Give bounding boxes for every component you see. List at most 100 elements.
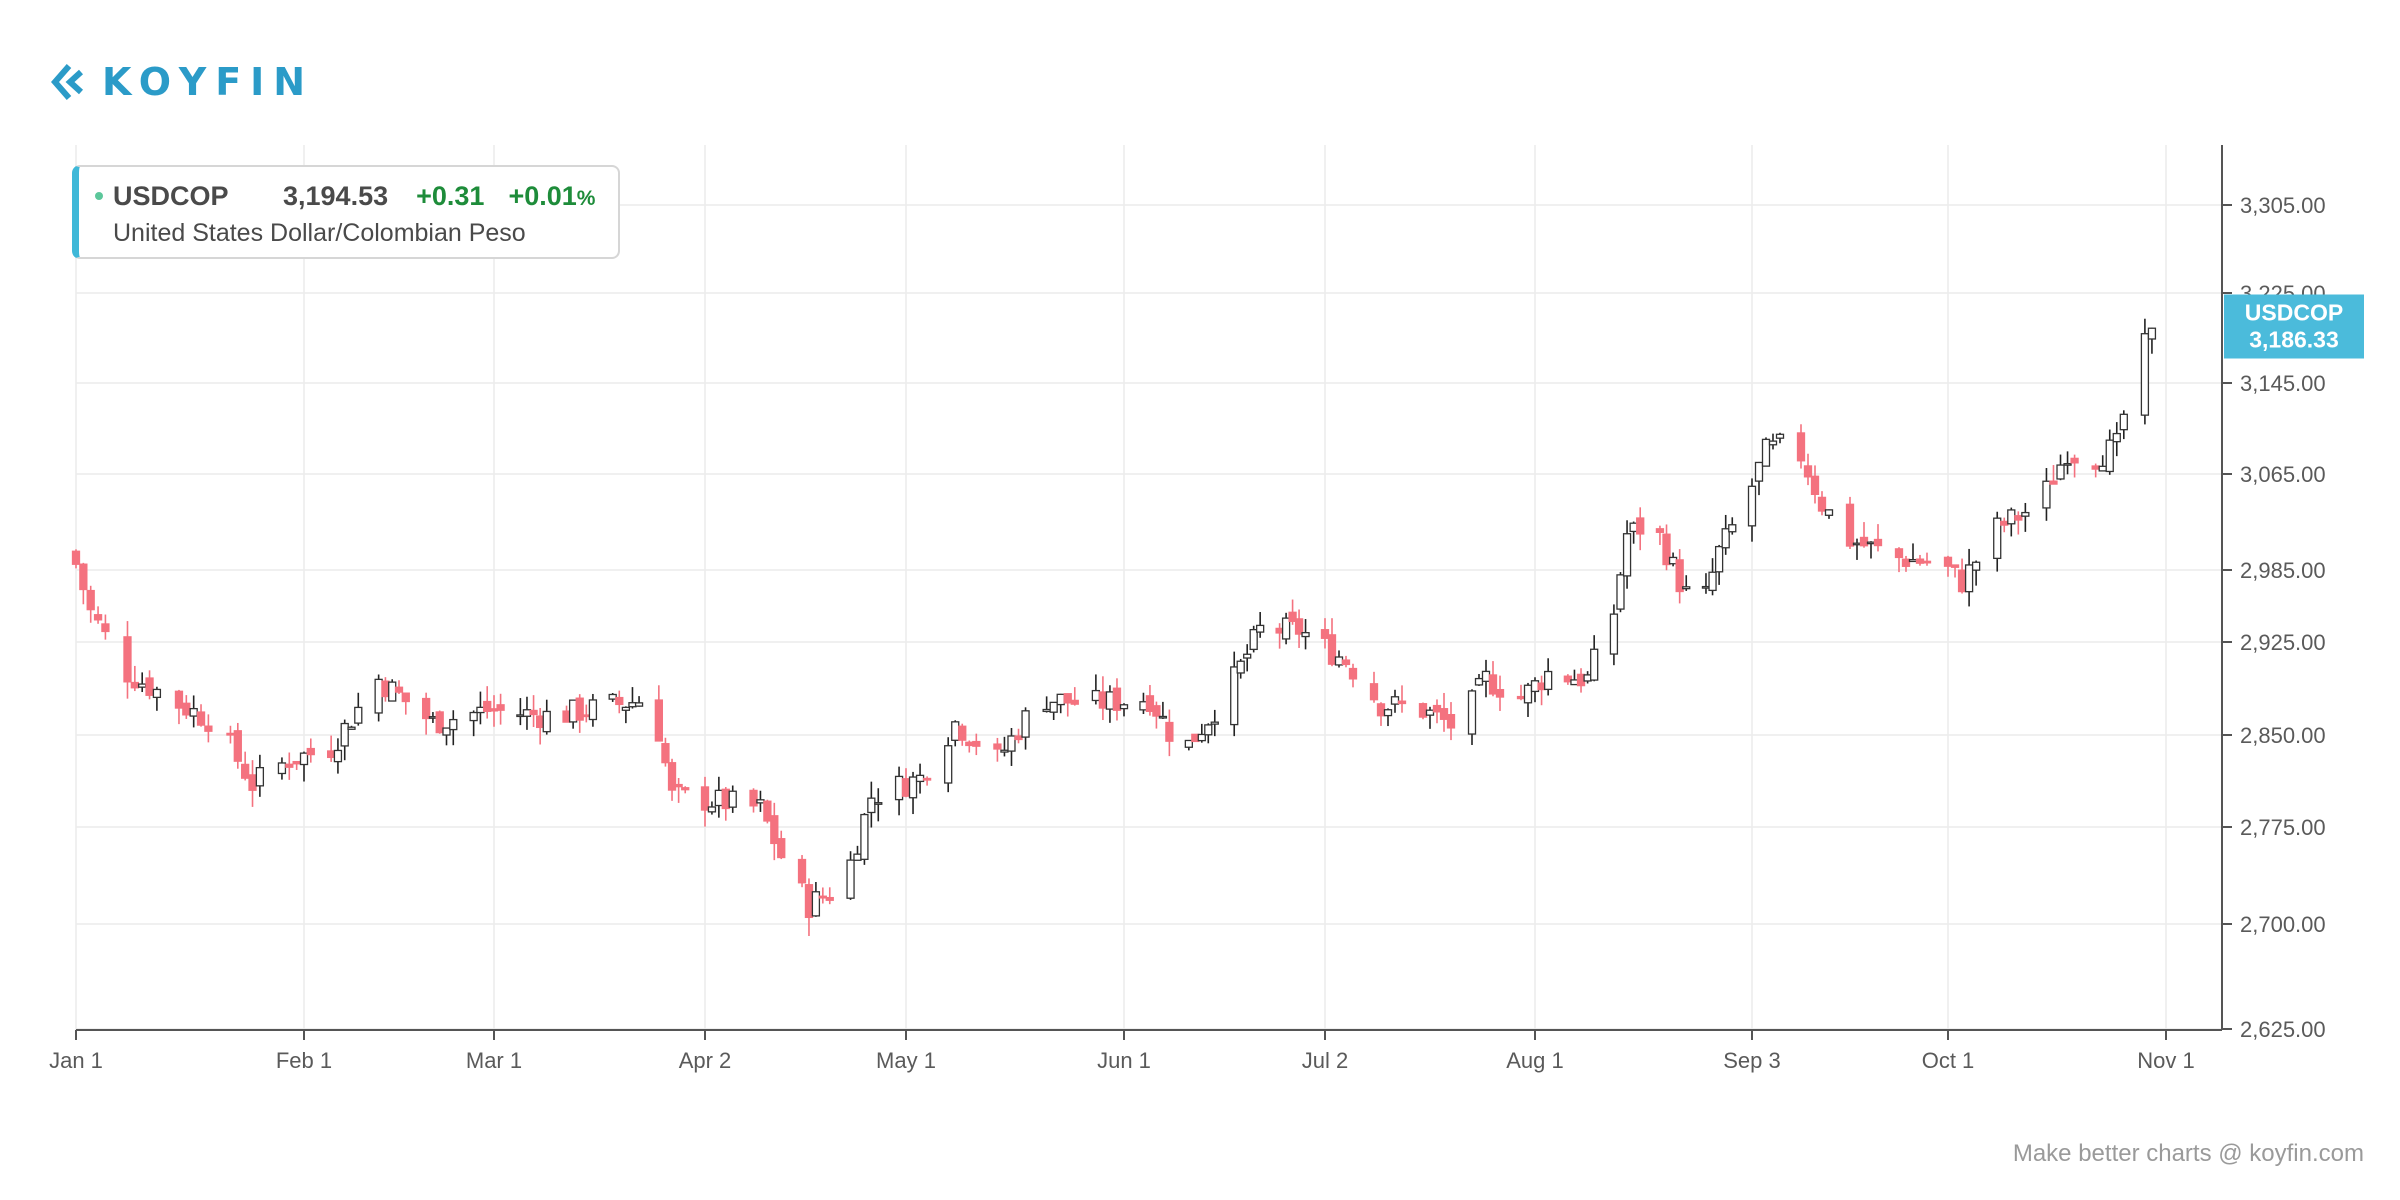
candle-body bbox=[1152, 705, 1161, 717]
candle-body bbox=[2070, 457, 2079, 464]
candle-body bbox=[1754, 461, 1764, 482]
candle-body bbox=[1721, 528, 1730, 549]
candle-body bbox=[894, 775, 904, 801]
candle-body bbox=[292, 760, 301, 765]
candle-body bbox=[2140, 333, 2150, 416]
candle-body bbox=[867, 797, 876, 814]
candle-body bbox=[2112, 432, 2121, 443]
candle-body bbox=[922, 777, 932, 781]
candle-body bbox=[728, 790, 737, 808]
candle-body bbox=[1817, 496, 1827, 512]
legend-change-percent: +0.01% bbox=[508, 181, 596, 211]
candle-body bbox=[908, 776, 918, 799]
candle-body bbox=[1063, 693, 1072, 704]
candle-body bbox=[435, 711, 444, 734]
y-tick-label: 2,925.00 bbox=[2240, 630, 2326, 655]
brand-name: KOYFIN bbox=[102, 60, 315, 104]
candle-body bbox=[588, 699, 598, 721]
candle-body bbox=[700, 786, 710, 811]
candle-body bbox=[1432, 704, 1442, 713]
candle-body bbox=[1000, 749, 1009, 753]
candle-body bbox=[1184, 739, 1193, 748]
x-tick-label: Oct 1 bbox=[1922, 1048, 1975, 1073]
price-tag-value: 3,186.33 bbox=[2249, 327, 2339, 353]
candle-body bbox=[1288, 611, 1297, 622]
candle-body bbox=[374, 678, 383, 714]
candle-body bbox=[1971, 561, 1981, 571]
legend-change: +0.31 bbox=[416, 181, 485, 211]
candle-body bbox=[1049, 701, 1058, 713]
y-tick-label: 3,065.00 bbox=[2240, 462, 2326, 487]
candle-body bbox=[241, 763, 250, 779]
y-tick-label: 3,145.00 bbox=[2240, 371, 2326, 396]
candle-body bbox=[1590, 648, 1599, 681]
candle-body bbox=[2056, 464, 2065, 480]
candle-body bbox=[204, 725, 213, 732]
candle-body bbox=[2119, 413, 2128, 431]
candle-body bbox=[1165, 721, 1174, 742]
candle-body bbox=[756, 799, 765, 804]
y-tick-label: 2,625.00 bbox=[2240, 1017, 2326, 1042]
candle-body bbox=[285, 763, 294, 768]
candle-body bbox=[1761, 438, 1771, 467]
x-tick-label: Sep 3 bbox=[1723, 1048, 1781, 1073]
candle-body bbox=[944, 745, 953, 784]
candle-body bbox=[394, 686, 404, 693]
koyfin-logo[interactable]: KOYFIN bbox=[48, 58, 314, 106]
candle-body bbox=[1098, 691, 1108, 709]
candle-body bbox=[1056, 693, 1065, 706]
candle-body bbox=[1636, 517, 1645, 535]
y-tick-label: 2,985.00 bbox=[2240, 558, 2326, 583]
candle-body bbox=[2042, 480, 2051, 509]
x-tick-label: May 1 bbox=[876, 1048, 936, 1073]
candle-body bbox=[145, 677, 154, 696]
candle-body bbox=[1467, 690, 1477, 735]
ticker-legend[interactable]: USDCOP 3,194.53 +0.31 +0.01% United Stat… bbox=[72, 165, 620, 259]
candle-body bbox=[421, 697, 431, 720]
x-axis-labels: Jan 1 Feb 1 Mar 1 Apr 2 May 1 Jun 1 Jul 2 Aug 1… bbox=[49, 1048, 2195, 1073]
candle-body bbox=[79, 563, 88, 591]
candle-body bbox=[138, 683, 147, 688]
candle-body bbox=[667, 762, 677, 791]
candle-body bbox=[993, 743, 1002, 750]
candle-body bbox=[1197, 733, 1206, 742]
candle-body bbox=[388, 681, 397, 702]
candle-body bbox=[804, 884, 814, 919]
candle-body bbox=[1091, 689, 1101, 702]
candle-body bbox=[1609, 613, 1619, 655]
candle-body bbox=[123, 636, 132, 683]
footer-attribution[interactable]: Make better charts @ koyfin.com bbox=[2012, 1140, 2364, 1167]
legend-ticker: USDCOP bbox=[113, 181, 229, 211]
legend-last-price: 3,194.53 bbox=[283, 181, 389, 211]
candle-body bbox=[1236, 660, 1245, 674]
x-tick-label: Mar 1 bbox=[466, 1048, 522, 1073]
y-tick-label: 2,700.00 bbox=[2240, 912, 2326, 937]
candle-body bbox=[1070, 699, 1079, 705]
candle-body bbox=[1682, 586, 1691, 590]
candle-body bbox=[1488, 674, 1498, 695]
y-tick-label: 2,850.00 bbox=[2240, 723, 2326, 748]
price-tag-bg bbox=[2224, 294, 2364, 359]
candle-body bbox=[853, 853, 862, 861]
candle-body bbox=[1943, 556, 1953, 567]
candle-body bbox=[483, 700, 492, 712]
candle-body bbox=[248, 774, 257, 791]
chart-axes bbox=[75, 145, 2232, 1040]
candle-body bbox=[797, 858, 807, 884]
candle-body bbox=[1042, 708, 1051, 713]
candle-body bbox=[763, 800, 772, 822]
candle-body bbox=[681, 787, 690, 791]
candle-body bbox=[958, 725, 967, 741]
y-tick-label: 2,775.00 bbox=[2240, 815, 2326, 840]
candle-body bbox=[1824, 509, 1834, 516]
candle-body bbox=[1210, 721, 1219, 725]
x-tick-label: Nov 1 bbox=[2137, 1048, 2194, 1073]
candle-body bbox=[2147, 327, 2157, 340]
candle-body bbox=[1230, 666, 1239, 726]
candle-body bbox=[1204, 724, 1213, 736]
candle-body bbox=[1859, 536, 1869, 547]
candle-body bbox=[1544, 670, 1553, 691]
candle-body bbox=[2021, 511, 2030, 517]
candle-body bbox=[1425, 709, 1435, 716]
candle-body bbox=[874, 802, 883, 805]
